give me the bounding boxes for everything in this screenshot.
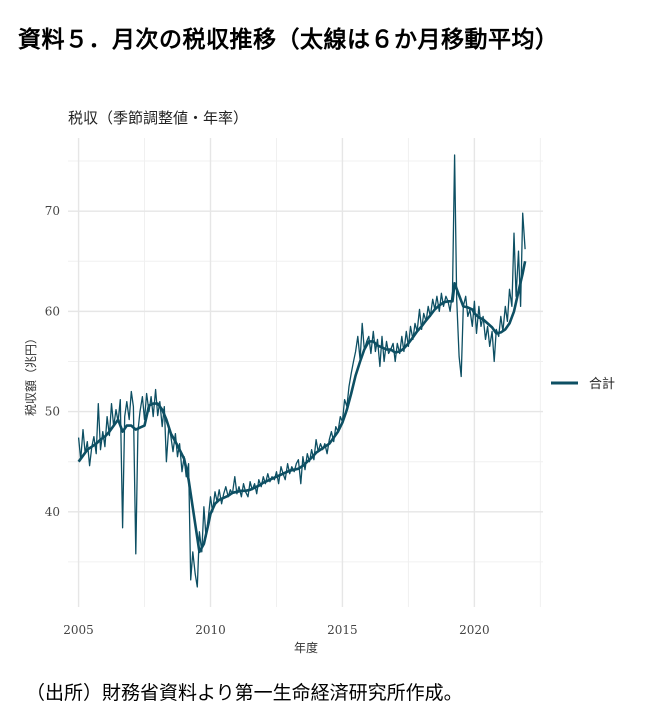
x-tick-label: 2010 — [195, 623, 226, 637]
x-tick-label: 2005 — [63, 623, 94, 637]
chart-subtitle: 税収（季節調整値・年率） — [68, 109, 248, 127]
page-title: 資料５．月次の税収推移（太線は６か月移動平均） — [18, 27, 559, 53]
series-line-monthly — [77, 154, 526, 588]
series-line-moving-average — [77, 261, 527, 554]
legend-label: 合計 — [589, 376, 615, 392]
legend: 合計 — [551, 376, 615, 392]
axis-ticks: 2005 2010 2015 2020 40 50 60 70 — [45, 204, 490, 637]
y-tick-label: 40 — [45, 505, 60, 519]
grid-lines — [68, 138, 543, 607]
y-axis-label: 税収額（兆円） — [24, 332, 38, 416]
y-tick-label: 50 — [45, 405, 60, 419]
source-note: （出所）財務省資料より第一生命経済研究所作成。 — [26, 682, 463, 704]
series-lines — [77, 154, 527, 588]
x-tick-label: 2015 — [327, 623, 358, 637]
x-tick-label: 2020 — [459, 623, 490, 637]
y-tick-label: 60 — [45, 304, 60, 318]
y-tick-label: 70 — [45, 204, 60, 218]
x-axis-label: 年度 — [294, 640, 318, 655]
